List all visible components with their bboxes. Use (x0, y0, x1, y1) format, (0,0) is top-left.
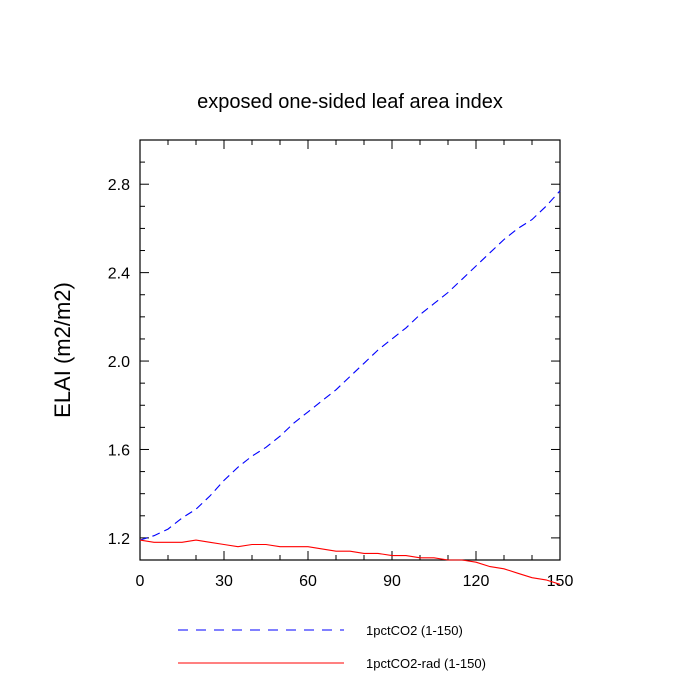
y-tick-label: 2.4 (108, 266, 130, 283)
y-axis-label: ELAI (m2/m2) (50, 282, 75, 418)
legend-label-2: 1pctCO2-rad (1-150) (366, 656, 486, 671)
legend-label-1: 1pctCO2 (1-150) (366, 623, 463, 638)
x-tick-label: 30 (215, 573, 233, 590)
legend: 1pctCO2 (1-150) 1pctCO2-rad (1-150) (178, 623, 486, 671)
chart-title: exposed one-sided leaf area index (197, 91, 503, 113)
series-line-2 (139, 539, 561, 585)
y-tick-label: 1.2 (108, 531, 130, 548)
plot-area-frame (139, 139, 561, 561)
y-tick-label: 2.0 (108, 354, 130, 371)
x-tick-label: 90 (383, 573, 401, 590)
y-tick-label: 1.6 (108, 442, 130, 459)
axis-ticks (139, 139, 561, 561)
x-tick-label: 150 (547, 573, 574, 590)
data-series (139, 190, 561, 585)
series-line-1 (139, 190, 561, 541)
tick-labels: 0 30 60 90 120 150 1.2 1.6 2.0 2.4 2.8 (108, 177, 574, 590)
x-tick-label: 60 (299, 573, 317, 590)
x-tick-label: 120 (463, 573, 490, 590)
x-tick-label: 0 (136, 573, 145, 590)
y-tick-label: 2.8 (108, 177, 130, 194)
